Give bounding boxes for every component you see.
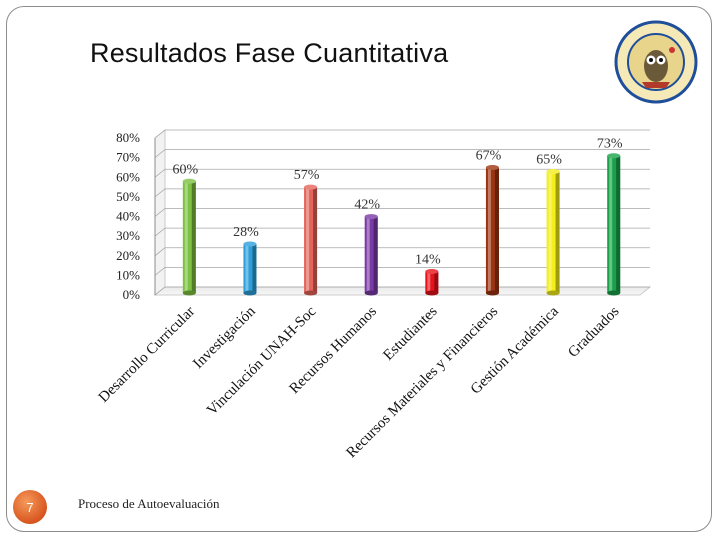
gridline — [154, 227, 650, 237]
slide-frame — [6, 6, 712, 532]
gridline — [154, 266, 650, 276]
bar-highlight — [245, 244, 249, 293]
chart-floor — [153, 286, 652, 296]
bar — [182, 178, 196, 296]
gridline — [154, 188, 650, 198]
data-label: 65% — [536, 152, 562, 167]
bar-shadow — [494, 167, 499, 293]
university-owl-seal-icon — [614, 20, 698, 104]
bar-shadow — [616, 155, 621, 293]
bar-top — [607, 153, 621, 159]
data-label: 14% — [415, 253, 441, 268]
category-label: Desarrollo Curricular — [96, 304, 198, 406]
bar — [485, 165, 499, 296]
bar-base — [304, 290, 318, 296]
gridline — [154, 129, 650, 139]
bar — [243, 241, 257, 296]
bar-shadow — [373, 216, 378, 293]
bar-top — [546, 168, 560, 174]
bar — [425, 269, 439, 296]
category-label: Estudiantes — [380, 303, 440, 363]
y-tick-label: 0% — [123, 287, 141, 302]
bar-base — [546, 290, 560, 296]
bar-base — [182, 290, 196, 296]
y-tick-label: 70% — [116, 150, 140, 165]
bar-highlight — [184, 181, 188, 293]
bar-top — [243, 241, 257, 247]
footer-text: Proceso de Autoevaluación — [78, 496, 220, 511]
bar-highlight — [548, 171, 552, 293]
y-tick-label: 40% — [116, 209, 140, 224]
y-tick-label: 60% — [116, 169, 140, 184]
bar-top — [304, 184, 318, 190]
category-label: Vinculación UNAH-Soc — [204, 303, 319, 418]
data-label: 42% — [354, 198, 380, 213]
bar-highlight — [609, 155, 613, 293]
slide-number-badge: 7 — [13, 490, 47, 524]
bar-highlight — [306, 187, 310, 293]
bar — [364, 214, 378, 296]
bar-base — [607, 290, 621, 296]
bar — [607, 153, 621, 296]
category-label: Graduados — [565, 303, 622, 360]
bar-base — [364, 290, 378, 296]
gridline — [154, 247, 650, 257]
slide-title: Resultados Fase Cuantitativa — [90, 38, 449, 68]
y-tick-label: 10% — [116, 267, 140, 282]
y-tick-label: 50% — [116, 189, 140, 204]
bar-base — [485, 290, 499, 296]
bar-top — [485, 165, 499, 171]
bar-base — [425, 290, 439, 296]
bar-shadow — [191, 181, 196, 293]
data-label: 67% — [476, 149, 502, 164]
chart-gridlines — [154, 129, 650, 296]
bar — [304, 184, 318, 296]
gridline — [154, 208, 650, 217]
y-tick-label: 20% — [116, 248, 140, 263]
gridline — [154, 149, 650, 158]
data-label: 60% — [172, 162, 198, 177]
bar-shadow — [252, 244, 257, 293]
bar-shadow — [434, 271, 439, 293]
bar-base — [243, 290, 257, 296]
data-label: 57% — [294, 168, 320, 183]
bar-shadow — [555, 171, 560, 293]
y-tick-label: 30% — [116, 228, 140, 243]
bar-top — [425, 269, 439, 275]
y-tick-label: 80% — [116, 130, 140, 145]
bar-top — [364, 214, 378, 220]
bar-highlight — [366, 216, 370, 293]
data-label: 73% — [597, 137, 623, 152]
bar-highlight — [427, 271, 431, 293]
data-label: 28% — [233, 225, 259, 240]
bar-highlight — [487, 167, 491, 293]
bar — [546, 168, 560, 296]
gridline — [154, 168, 650, 178]
bar-top — [182, 178, 196, 184]
bar-shadow — [313, 187, 318, 293]
